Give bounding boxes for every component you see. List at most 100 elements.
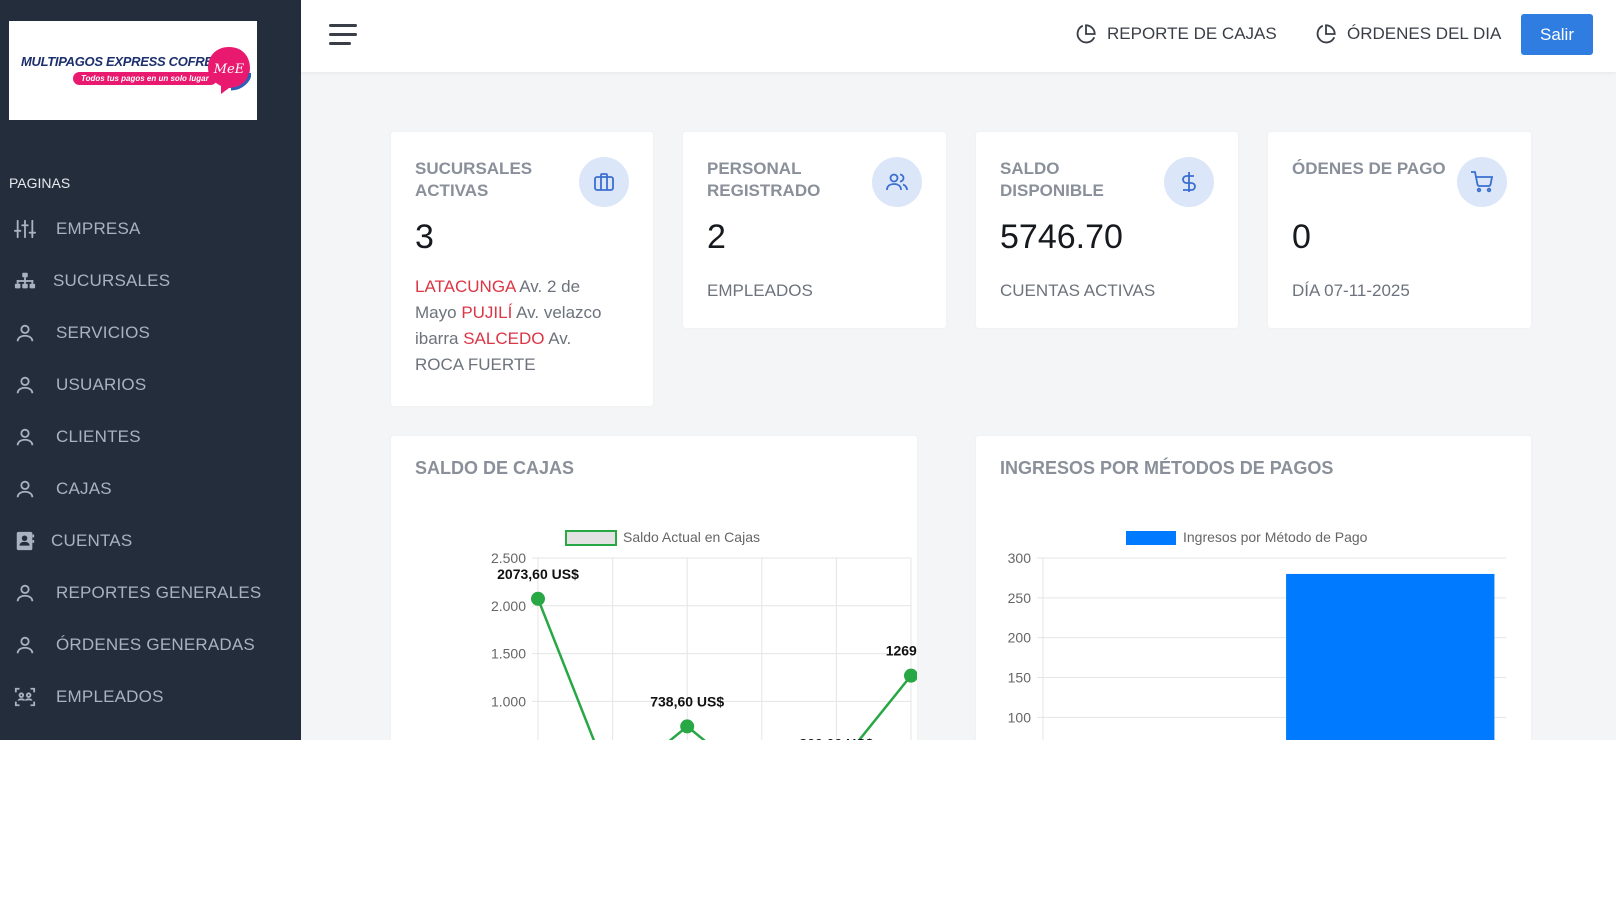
brand-name: MULTIPAGOS EXPRESS COFRE	[21, 54, 213, 69]
reporte-cajas-link[interactable]: REPORTE DE CAJAS	[1075, 22, 1277, 46]
app-root: MULTIPAGOS EXPRESS COFRE Todos tus pagos…	[0, 0, 1616, 740]
sidebar-item-label: EMPLEADOS	[56, 687, 164, 706]
chart-card-ingresos: INGRESOS POR MÉTODOS DE PAGOS Ingresos p…	[976, 436, 1531, 740]
stat-subtitle: DÍA 07-11-2025	[1292, 281, 1410, 300]
sidebar-item-label: CUENTAS	[51, 531, 133, 550]
chart-title: INGRESOS POR MÉTODOS DE PAGOS	[1000, 458, 1334, 478]
user-icon	[16, 324, 34, 342]
data-label: 738,60 US$	[650, 693, 724, 709]
briefcase-icon	[594, 173, 614, 191]
sidebar-item-label: EMPRESA	[56, 219, 141, 238]
sidebar-item-ordenes-generadas[interactable]: ÓRDENES GENERADAS	[0, 625, 301, 665]
dollar-icon	[1182, 172, 1196, 192]
stat-card-saldo: SALDO DISPONIBLE 5746.70 CUENTAS ACTIVAS	[976, 132, 1238, 328]
top-navbar	[301, 0, 1616, 72]
y-tick-label: 2.500	[491, 550, 526, 566]
legend-swatch	[1126, 531, 1176, 545]
sidebar-item-reportes-generales[interactable]: REPORTES GENERALES	[0, 573, 301, 613]
stat-title: SUCURSALES ACTIVAS	[415, 159, 533, 200]
user-icon	[16, 428, 34, 446]
bar-chart: Ingresos por Método de Pago 100 150 200 250…	[1008, 529, 1506, 740]
stat-icon-badge	[1164, 157, 1214, 207]
branch-address: Av. ROCA FUERTE	[415, 329, 572, 374]
y-tick-label: 100	[1008, 709, 1032, 725]
brand-logo[interactable]: MULTIPAGOS EXPRESS COFRE Todos tus pagos…	[9, 21, 257, 120]
stat-subtitle: CUENTAS ACTIVAS	[1000, 281, 1156, 300]
y-tick-label: 200	[1008, 630, 1032, 646]
branch-city: SALCEDO	[463, 329, 545, 348]
sliders-icon	[14, 219, 36, 239]
sidebar-item-label: REPORTES GENERALES	[56, 583, 262, 602]
brand-mark: MeE	[213, 62, 245, 77]
stat-card-personal: PERSONAL REGISTRADO 2 EMPLEADOS	[683, 132, 946, 328]
y-tick-label: 300	[1008, 550, 1032, 566]
sidebar-item-sucursales[interactable]: SUCURSALES	[0, 261, 301, 301]
stat-card-sucursales: SUCURSALES ACTIVAS 3 LATACUNGA Av. 2 de …	[391, 132, 653, 406]
branch-address: Av. 2 de Mayo	[415, 277, 581, 322]
sidebar-item-servicios[interactable]: SERVICIOS	[0, 313, 301, 353]
sitemap-icon	[14, 272, 36, 289]
data-label: 2073,60 US$	[497, 566, 579, 582]
data-point[interactable]	[904, 668, 917, 683]
user-icon	[16, 480, 34, 498]
sidebar-item-label: ÓRDENES GENERADAS	[56, 635, 255, 654]
y-tick-label: 150	[1008, 670, 1032, 686]
contact-book-icon	[16, 531, 35, 551]
stat-value: 3	[415, 218, 434, 256]
data-point[interactable]	[680, 719, 695, 734]
branch-list: LATACUNGA Av. 2 de Mayo PUJILÍ Av. velaz…	[415, 274, 620, 378]
sidebar-item-clientes[interactable]: CLIENTES	[0, 417, 301, 457]
brand-tagline: Todos tus pagos en un solo lugar	[73, 72, 217, 85]
user-icon	[16, 376, 34, 394]
stat-value: 2	[707, 218, 726, 256]
logout-button[interactable]: Salir	[1521, 14, 1593, 55]
sidebar-item-label: USUARIOS	[56, 375, 147, 394]
stat-value: 5746.70	[1000, 218, 1123, 256]
stat-icon-badge	[1457, 157, 1507, 207]
y-tick-label: 250	[1008, 590, 1032, 606]
sidebar-item-cajas[interactable]: CAJAS	[0, 469, 301, 509]
users-scan-icon	[14, 687, 36, 707]
reporte-cajas-label: REPORTE DE CAJAS	[1107, 24, 1277, 43]
y-tick-label: 1.000	[491, 693, 526, 709]
chart-title: SALDO DE CAJAS	[415, 458, 575, 478]
line-chart: Saldo Actual en Cajas 5001.0001.5002.000…	[491, 529, 917, 740]
stat-icon-badge	[872, 157, 922, 207]
data-label: 1269,40	[886, 643, 917, 659]
stat-title: ÓDENES DE PAGO	[1292, 159, 1446, 178]
stat-value: 0	[1292, 218, 1311, 256]
y-tick-label: 2.000	[491, 598, 526, 614]
series-line	[536, 598, 912, 740]
sidebar-item-label: CLIENTES	[56, 427, 141, 446]
stat-subtitle: EMPLEADOS	[707, 281, 813, 300]
stat-title: SALDO DISPONIBLE	[1000, 159, 1104, 200]
legend-label: Ingresos por Método de Pago	[1183, 529, 1368, 545]
bar[interactable]	[1286, 573, 1495, 740]
sidebar-item-usuarios[interactable]: USUARIOS	[0, 365, 301, 405]
legend-swatch	[565, 530, 617, 546]
sidebar-item-cuentas[interactable]: CUENTAS	[0, 521, 301, 561]
stat-card-ordenes: ÓDENES DE PAGO 0 DÍA 07-11-2025	[1268, 132, 1531, 328]
users-icon	[886, 173, 908, 191]
brand-bubble-icon: MeE	[208, 47, 251, 94]
data-label: 300,00 US$	[799, 735, 873, 740]
pie-chart-icon	[1076, 24, 1096, 44]
pie-chart-icon	[1316, 24, 1336, 44]
ordenes-dia-label: ÓRDENES DEL DIA	[1347, 24, 1502, 43]
user-icon	[16, 584, 34, 602]
hamburger-menu-icon[interactable]	[327, 22, 359, 48]
data-point[interactable]	[531, 591, 545, 606]
sidebar-item-label: SUCURSALES	[53, 271, 171, 290]
sidebar-item-empleados[interactable]: EMPLEADOS	[0, 677, 301, 717]
stat-title: PERSONAL REGISTRADO	[707, 159, 821, 200]
branch-address: Av. velazco ibarra	[415, 303, 602, 348]
branch-city: LATACUNGA	[415, 277, 516, 296]
ordenes-dia-link[interactable]: ÓRDENES DEL DIA	[1315, 22, 1501, 46]
sidebar-heading: PAGINAS	[9, 175, 71, 191]
legend-label: Saldo Actual en Cajas	[623, 529, 760, 545]
sidebar-item-label: SERVICIOS	[56, 323, 151, 342]
sidebar-item-empresa[interactable]: EMPRESA	[0, 209, 301, 249]
y-tick-label: 1.500	[491, 646, 526, 662]
cart-icon	[1471, 171, 1494, 193]
sidebar: MULTIPAGOS EXPRESS COFRE Todos tus pagos…	[0, 0, 301, 740]
